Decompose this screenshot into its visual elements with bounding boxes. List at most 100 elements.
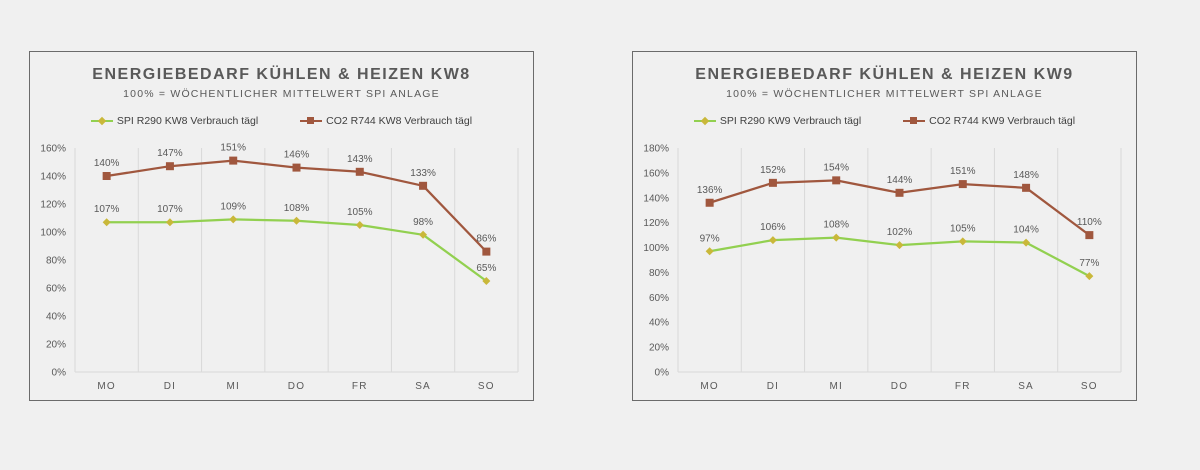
data-label-spi: 77% [1079,258,1099,269]
y-tick-label: 160% [643,168,669,179]
data-label-co2: 143% [347,154,373,165]
data-label-spi: 107% [157,204,183,215]
x-tick-label: SA [415,381,431,392]
x-tick-label: SO [1081,381,1098,392]
y-tick-label: 140% [40,172,66,183]
data-point-spi [895,241,904,250]
y-tick-label: 180% [643,144,669,155]
data-point-spi [165,218,174,227]
y-tick-label: 40% [46,312,66,323]
chart-subtitle: 100% = WÖCHENTLICHER MITTELWERT SPI ANLA… [123,88,440,100]
data-point-spi [292,216,301,225]
data-point-co2 [958,180,967,189]
chart-title: ENERGIEBEDARF KÜHLEN & HEIZEN KW8 [92,66,471,83]
data-point-spi [705,247,714,256]
data-point-co2 [165,162,174,171]
data-point-co2 [292,163,301,172]
x-tick-label: SO [478,381,495,392]
x-tick-label: MI [829,381,843,392]
data-point-co2 [102,172,111,180]
legend-label-spi: SPI R290 KW9 Verbrauch tägl [719,115,862,127]
data-label-spi: 108% [284,203,310,214]
y-tick-label: 60% [46,284,66,295]
legend-label-co2: CO2 R744 KW8 Verbrauch tägl [326,115,473,127]
legend-swatch-co2 [300,116,323,126]
data-label-spi: 108% [823,220,849,231]
data-label-co2: 148% [1013,170,1039,181]
data-point-spi [355,221,364,229]
chart-plot-kw9: 0% 20% 40% 60% 80% 100% 120% 140% 160% 180% MO DI MI… [643,144,1122,392]
data-point-co2 [419,181,428,190]
data-label-co2: 144% [887,175,913,186]
data-label-spi: 98% [413,217,433,228]
data-point-co2 [482,247,491,256]
data-point-spi [958,237,967,246]
data-point-co2 [832,176,841,185]
data-point-spi [832,233,841,242]
series-line-spi [106,218,488,282]
data-label-co2: 133% [410,168,436,179]
x-tick-label: SA [1018,381,1034,392]
data-point-co2 [229,156,238,165]
y-tick-label: 0% [52,368,67,379]
chart-panel-kw8: ENERGIEBEDARF KÜHLEN & HEIZEN KW8 100% =… [29,51,534,401]
data-label-spi: 107% [94,204,120,215]
x-tick-label: DO [891,381,908,392]
x-tick-label: DO [288,381,305,392]
data-point-co2 [355,167,364,176]
y-tick-label: 80% [46,256,66,267]
data-point-spi [768,236,777,245]
data-point-co2 [1022,183,1031,192]
y-tick-label: 0% [655,368,670,379]
data-label-spi: 102% [887,227,913,238]
legend-swatch-spi [693,116,716,126]
data-point-co2 [1085,231,1094,240]
data-label-co2: 110% [1077,217,1102,228]
y-tick-label: 20% [649,343,669,354]
x-tick-label: FR [955,381,971,392]
data-point-co2 [705,198,714,207]
data-label-co2: 146% [284,150,310,161]
chart-plot-kw8: 0% 20% 40% 60% 80% 100% 120% 140% 160% MO DI MI DO FR… [40,143,519,392]
legend-item-co2: CO2 R744 KW8 Verbrauch tägl [300,115,472,127]
legend-item-co2: CO2 R744 KW9 Verbrauch tägl [903,115,1075,127]
x-tick-label: MI [226,381,240,392]
data-label-spi: 105% [347,207,373,218]
chart-title: ENERGIEBEDARF KÜHLEN & HEIZEN KW9 [695,66,1074,83]
data-label-co2: 140% [94,158,120,169]
chart-panel-kw9: ENERGIEBEDARF KÜHLEN & HEIZEN KW9 100% =… [632,51,1137,401]
y-tick-label: 60% [649,293,669,304]
legend-label-co2: CO2 R744 KW9 Verbrauch tägl [929,115,1076,127]
data-label-spi: 105% [950,223,976,234]
data-point-spi [1085,272,1094,281]
data-label-spi: 97% [700,233,720,244]
data-point-co2 [895,188,904,197]
chart-subtitle: 100% = WÖCHENTLICHER MITTELWERT SPI ANLA… [726,88,1043,100]
data-point-spi [482,277,491,285]
y-tick-label: 120% [643,218,669,229]
data-label-co2: 136% [697,185,723,196]
y-tick-label: 40% [649,318,669,329]
y-tick-label: 20% [46,340,66,351]
x-tick-label: MO [97,381,116,392]
y-tick-label: 160% [40,144,66,155]
data-point-co2 [768,178,777,187]
legend-item-spi: SPI R290 KW9 Verbrauch tägl [693,115,862,127]
y-tick-label: 100% [643,243,669,254]
y-tick-label: 100% [40,228,66,239]
data-point-spi [102,218,111,227]
data-label-co2: 147% [157,148,183,159]
x-tick-label: DI [164,381,176,392]
legend-item-spi: SPI R290 KW8 Verbrauch tägl [90,115,258,127]
data-point-spi [419,230,428,239]
data-label-co2: 154% [823,162,849,173]
data-point-spi [229,215,238,224]
y-tick-label: 140% [643,193,669,204]
x-tick-label: MO [700,381,719,392]
data-label-spi: 104% [1013,225,1039,236]
data-label-spi: 106% [760,222,786,233]
chart-legend: SPI R290 KW8 Verbrauch tägl CO2 R744 KW8… [30,115,533,127]
chart-legend: SPI R290 KW9 Verbrauch tägl CO2 R744 KW9… [633,115,1136,127]
data-label-co2: 86% [476,234,496,245]
y-tick-label: 80% [649,268,669,279]
